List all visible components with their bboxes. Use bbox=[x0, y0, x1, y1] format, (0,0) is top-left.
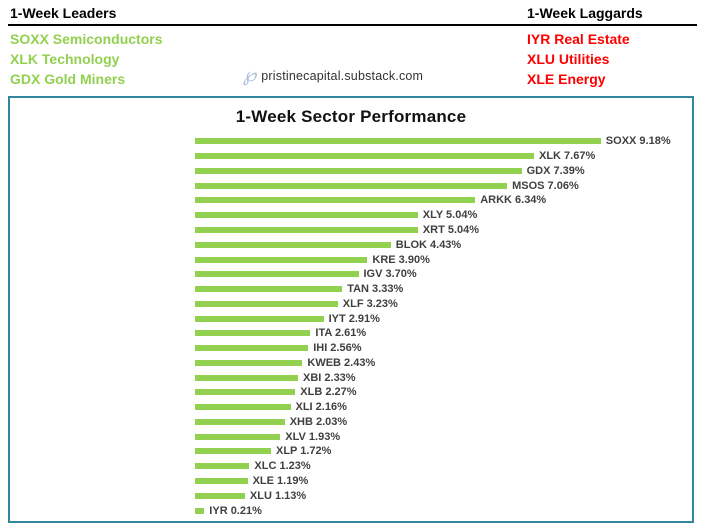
bar-iyr bbox=[195, 507, 205, 514]
script-p-logo-icon: ℘ bbox=[243, 64, 257, 86]
bar-row: XLK 7.67% bbox=[195, 149, 671, 164]
leaders-list: SOXX Semiconductors XLK Technology GDX G… bbox=[10, 29, 162, 89]
bar-label-ihi: IHI 2.56% bbox=[313, 342, 362, 355]
bar-row: XBI 2.33% bbox=[195, 370, 671, 385]
bar-iyt bbox=[195, 315, 324, 322]
bar-xlc bbox=[195, 463, 250, 470]
bar-label-xlf: XLF 3.23% bbox=[342, 297, 398, 310]
laggards-list: IYR Real Estate XLU Utilities XLE Energy bbox=[527, 29, 630, 89]
bar-label-xly: XLY 5.04% bbox=[422, 209, 478, 222]
bar-row: XLY 5.04% bbox=[195, 208, 671, 223]
bar-row: KWEB 2.43% bbox=[195, 355, 671, 370]
laggard-item-xle: XLE Energy bbox=[527, 71, 606, 87]
bar-xlb bbox=[195, 389, 296, 396]
bar-label-gdx: GDX 7.39% bbox=[526, 164, 585, 177]
bar-row: IYT 2.91% bbox=[195, 311, 671, 326]
watermark: ℘ pristinecapital.substack.com bbox=[243, 66, 423, 85]
bar-xlk bbox=[195, 153, 534, 160]
bar-gdx bbox=[195, 167, 522, 174]
bar-ita bbox=[195, 330, 311, 337]
laggard-item-iyr: IYR Real Estate bbox=[527, 31, 630, 47]
bar-label-xlk: XLK 7.67% bbox=[539, 150, 596, 163]
bar-label-xhb: XHB 2.03% bbox=[289, 415, 348, 428]
bar-xlf bbox=[195, 300, 338, 307]
bar-label-xrt: XRT 5.04% bbox=[422, 223, 480, 236]
leader-item-soxx: SOXX Semiconductors bbox=[10, 31, 163, 47]
bar-row: XLP 1.72% bbox=[195, 444, 671, 459]
bar-label-msos: MSOS 7.06% bbox=[512, 179, 579, 192]
bar-row: MSOS 7.06% bbox=[195, 178, 671, 193]
bar-row: ARKK 6.34% bbox=[195, 193, 671, 208]
header-divider bbox=[8, 24, 697, 26]
bar-xlv bbox=[195, 433, 281, 440]
bar-label-iyt: IYT 2.91% bbox=[328, 312, 380, 325]
bar-xli bbox=[195, 404, 291, 411]
bar-label-tan: TAN 3.33% bbox=[347, 283, 404, 296]
bar-label-xbi: XBI 2.33% bbox=[303, 371, 356, 384]
bar-label-arkk: ARKK 6.34% bbox=[480, 194, 547, 207]
watermark-url-text: pristinecapital.substack.com bbox=[261, 68, 424, 83]
bar-row: XLI 2.16% bbox=[195, 400, 671, 415]
bar-row: XLU 1.13% bbox=[195, 488, 671, 503]
laggards-heading: 1-Week Laggards bbox=[527, 5, 643, 21]
bar-msos bbox=[195, 182, 508, 189]
bar-label-xlb: XLB 2.27% bbox=[300, 386, 357, 399]
chart-frame: 1-Week Sector Performance SOXX 9.18% XLK … bbox=[8, 96, 694, 523]
bar-arkk bbox=[195, 197, 476, 204]
leader-item-xlk: XLK Technology bbox=[10, 51, 120, 67]
bar-label-kweb: KWEB 2.43% bbox=[307, 356, 376, 369]
bar-xly bbox=[195, 212, 418, 219]
bar-ihi bbox=[195, 345, 309, 352]
bar-rows: SOXX 9.18% XLK 7.67% GDX 7.39% MSOS 7.06% AR… bbox=[195, 134, 671, 518]
bar-row: XLF 3.23% bbox=[195, 296, 671, 311]
bar-soxx bbox=[195, 138, 601, 145]
bar-label-xli: XLI 2.16% bbox=[295, 401, 347, 414]
bar-row: IGV 3.70% bbox=[195, 267, 671, 282]
bar-row: XLE 1.19% bbox=[195, 474, 671, 489]
bar-xrt bbox=[195, 226, 418, 233]
bar-row: XRT 5.04% bbox=[195, 223, 671, 238]
bar-label-ita: ITA 2.61% bbox=[315, 327, 367, 340]
bar-row: XHB 2.03% bbox=[195, 415, 671, 430]
bar-xhb bbox=[195, 418, 285, 425]
bar-label-soxx: SOXX 9.18% bbox=[605, 135, 671, 148]
bar-row: IYR 0.21% bbox=[195, 503, 671, 518]
leaders-heading: 1-Week Leaders bbox=[10, 5, 117, 21]
bar-label-xlc: XLC 1.23% bbox=[254, 460, 311, 473]
bar-label-kre: KRE 3.90% bbox=[372, 253, 430, 266]
bar-xlu bbox=[195, 492, 245, 499]
bar-row: ITA 2.61% bbox=[195, 326, 671, 341]
bar-kweb bbox=[195, 359, 303, 366]
bar-tan bbox=[195, 286, 343, 293]
bar-xlp bbox=[195, 448, 271, 455]
bar-row: BLOK 4.43% bbox=[195, 237, 671, 252]
bar-xbi bbox=[195, 374, 298, 381]
bar-label-xlv: XLV 1.93% bbox=[285, 430, 341, 443]
bar-xle bbox=[195, 477, 248, 484]
bar-row: XLB 2.27% bbox=[195, 385, 671, 400]
chart-title: 1-Week Sector Performance bbox=[235, 107, 467, 126]
laggard-item-xlu: XLU Utilities bbox=[527, 51, 610, 67]
leader-item-gdx: GDX Gold Miners bbox=[10, 71, 126, 87]
bar-label-blok: BLOK 4.43% bbox=[395, 238, 462, 251]
bar-label-xlp: XLP 1.72% bbox=[276, 445, 332, 458]
bar-row: XLC 1.23% bbox=[195, 459, 671, 474]
bar-kre bbox=[195, 256, 368, 263]
bar-label-iyr: IYR 0.21% bbox=[209, 504, 262, 517]
bar-row: TAN 3.33% bbox=[195, 282, 671, 297]
bar-row: GDX 7.39% bbox=[195, 164, 671, 179]
bar-blok bbox=[195, 241, 391, 248]
bar-row: SOXX 9.18% bbox=[195, 134, 671, 149]
bar-label-xlu: XLU 1.13% bbox=[249, 489, 307, 502]
bar-label-igv: IGV 3.70% bbox=[363, 268, 417, 281]
bar-label-xle: XLE 1.19% bbox=[252, 474, 309, 487]
bar-igv bbox=[195, 271, 359, 278]
bar-row: KRE 3.90% bbox=[195, 252, 671, 267]
bar-row: XLV 1.93% bbox=[195, 429, 671, 444]
bar-row: IHI 2.56% bbox=[195, 341, 671, 356]
